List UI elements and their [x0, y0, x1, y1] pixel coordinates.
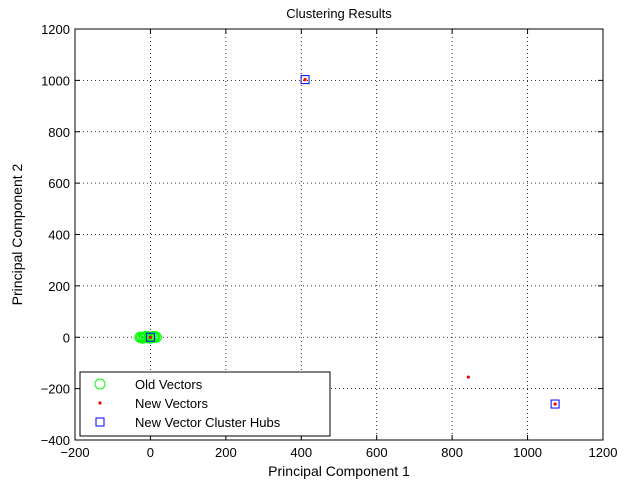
legend: Old Vectors New Vectors New Vector Clust…: [79, 371, 331, 437]
y-tick-label: 1000: [41, 73, 70, 88]
new-vectors-point: [466, 375, 470, 379]
y-tick-label: 0: [63, 330, 70, 345]
x-tick-label: 400: [290, 445, 312, 460]
y-tick-label: 1200: [41, 22, 70, 37]
new-vector-cluster-hubs-point: [550, 399, 560, 409]
x-tick-label: 800: [441, 445, 463, 460]
legend-label-new-vectors: New Vectors: [135, 396, 208, 411]
y-tick-label: 800: [48, 125, 70, 140]
new-vectors-point: [303, 78, 307, 82]
legend-marker-old-vectors: [94, 378, 106, 390]
x-tick-label: 200: [215, 445, 237, 460]
x-tick-label: 0: [147, 445, 154, 460]
data-points: [134, 75, 560, 409]
y-tick-label: 200: [48, 279, 70, 294]
legend-marker-cluster-hubs: [95, 417, 105, 427]
new-vectors-point: [553, 402, 557, 406]
y-tick-label: −200: [41, 382, 70, 397]
new-vectors-point: [148, 335, 153, 339]
legend-label-cluster-hubs: New Vector Cluster Hubs: [135, 415, 281, 430]
x-tick-label: 600: [366, 445, 388, 460]
axis-ticks: −200 0 200 400 600 800 1000 1200−400−2000200400…: [41, 22, 618, 460]
legend-label-old-vectors: Old Vectors: [135, 377, 203, 392]
chart-title: Clustering Results: [286, 6, 392, 21]
y-tick-label: 400: [48, 228, 70, 243]
y-tick-label: −400: [41, 433, 70, 448]
y-tick-label: 600: [48, 176, 70, 191]
y-axis-label: Principal Component 2: [9, 163, 25, 305]
x-tick-label: 1200: [589, 445, 618, 460]
legend-marker-new-vectors: [98, 401, 102, 405]
new-vector-cluster-hubs-point: [145, 332, 155, 342]
x-axis-label: Principal Component 1: [268, 463, 410, 479]
x-tick-label: 1000: [513, 445, 542, 460]
legend-box: [79, 371, 331, 437]
x-tick-label: −200: [60, 445, 89, 460]
new-vector-cluster-hubs-point: [300, 75, 310, 85]
